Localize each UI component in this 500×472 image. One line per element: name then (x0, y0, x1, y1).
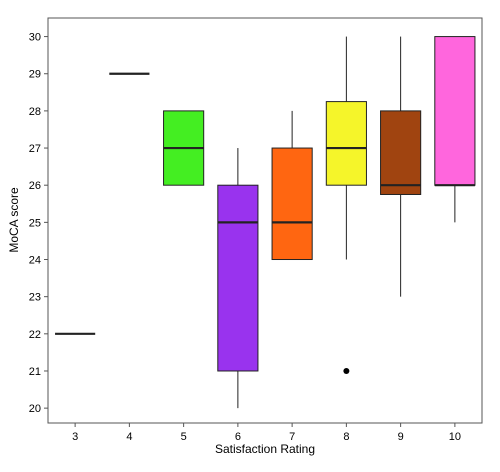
y-tick-label: 22 (29, 329, 41, 341)
box-8 (325, 36, 367, 374)
box-9 (380, 36, 422, 297)
plot-frame (47, 17, 483, 424)
y-axis: 20 21 22 23 24 25 26 27 28 29 30 (29, 32, 48, 415)
x-tick-label: 6 (235, 431, 241, 443)
box-body (325, 101, 367, 186)
y-tick-label: 24 (29, 255, 41, 267)
y-tick-label: 23 (29, 292, 41, 304)
box-body (271, 147, 313, 261)
box-7 (271, 110, 313, 261)
y-tick-label: 21 (29, 366, 41, 378)
x-tick-label: 4 (126, 431, 132, 443)
y-axis-label: MoCA score (7, 187, 21, 253)
y-tick-label: 30 (29, 32, 41, 44)
x-tick-label: 10 (449, 431, 461, 443)
x-axis: 3 4 5 6 7 8 9 10 (72, 423, 461, 443)
y-tick-label: 25 (29, 217, 41, 229)
x-tick-label: 7 (289, 431, 295, 443)
box-body (380, 110, 422, 195)
box-series (55, 36, 476, 409)
box-body (217, 184, 259, 372)
box-5 (163, 110, 205, 186)
x-tick-label: 5 (181, 431, 187, 443)
box-10 (434, 36, 476, 223)
y-tick-label: 28 (29, 106, 41, 118)
y-tick-label: 20 (29, 403, 41, 415)
box-body (434, 36, 476, 186)
y-tick-label: 26 (29, 180, 41, 192)
x-tick-label: 9 (398, 431, 404, 443)
y-tick-label: 27 (29, 143, 41, 155)
x-axis-label: Satisfaction Rating (215, 442, 315, 456)
x-tick-label: 3 (72, 431, 78, 443)
outlier-point (343, 367, 350, 374)
box-6 (217, 148, 259, 409)
y-tick-label: 29 (29, 69, 41, 81)
x-tick-label: 8 (343, 431, 349, 443)
